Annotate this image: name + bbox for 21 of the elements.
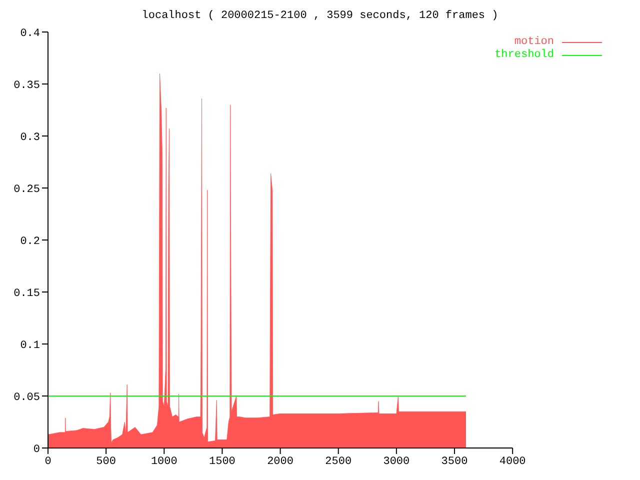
y-tick-label: 0.1 — [20, 340, 40, 352]
y-tick-label: 0.05 — [14, 392, 40, 404]
y-tick-label: 0 — [33, 444, 40, 456]
y-tick-label: 0.3 — [20, 132, 40, 144]
legend-label: threshold — [494, 49, 554, 62]
y-tick-label: 0.25 — [14, 184, 40, 196]
x-tick-label: 3000 — [383, 456, 410, 468]
x-tick-label: 500 — [96, 456, 116, 468]
y-tick-label: 0.15 — [14, 288, 40, 300]
x-tick-label: 2000 — [267, 456, 294, 468]
x-tick-label: 3500 — [441, 456, 468, 468]
x-tick-label: 0 — [44, 456, 52, 468]
legend-label: motion — [514, 36, 554, 49]
x-tick-label: 2500 — [325, 456, 352, 468]
y-tick-label: 0.4 — [20, 28, 40, 40]
chart-title: localhost ( 20000215-2100 , 3599 seconds, 120 frames ) — [140, 9, 500, 24]
y-tick-label: 0.2 — [20, 236, 40, 248]
x-tick-label: 1500 — [209, 456, 236, 468]
y-tick-label: 0.35 — [14, 80, 40, 92]
x-tick-label: 1000 — [150, 456, 178, 468]
x-tick-label: 4000 — [499, 456, 526, 468]
